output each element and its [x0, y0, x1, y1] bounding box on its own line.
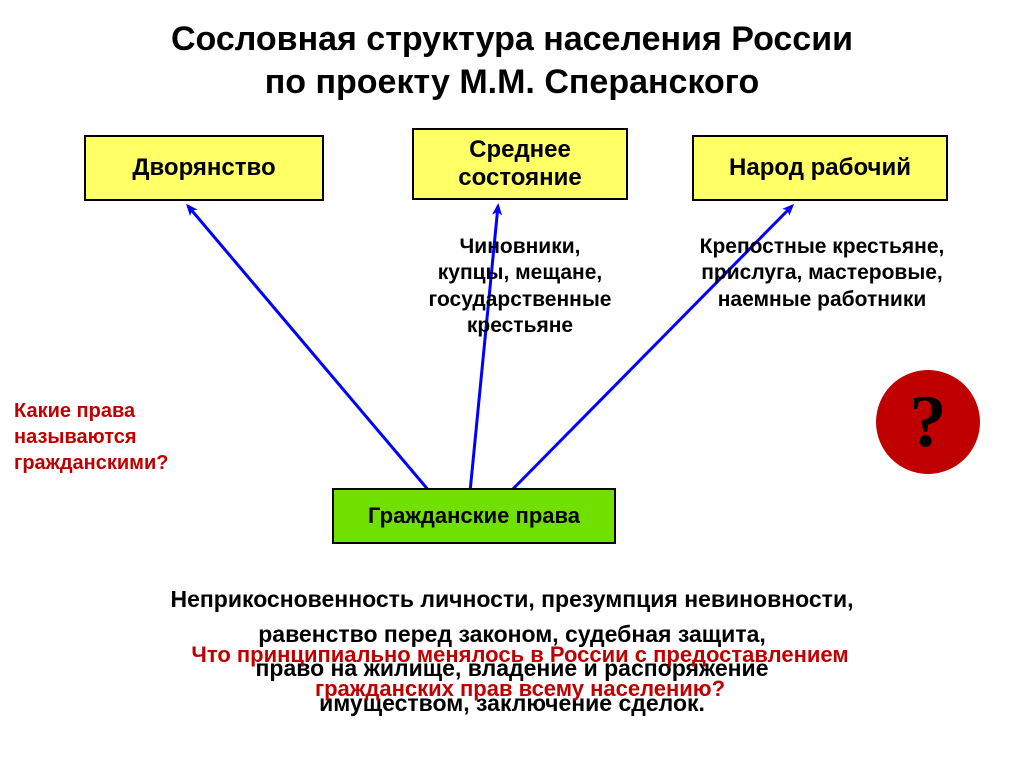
estate-box-nobility: Дворянство: [84, 135, 324, 201]
civil-rights-label: Гражданские права: [368, 503, 580, 529]
estate-label-middle: Среднеесостояние: [458, 136, 581, 192]
title-line1: Сословная структура населения России: [0, 18, 1024, 61]
side-question: Какие праваназываютсягражданскими?: [14, 398, 224, 476]
estate-label-workers: Народ рабочий: [729, 154, 911, 182]
title-line2: по проекту М.М. Сперанского: [0, 61, 1024, 104]
question-mark-glyph: ?: [910, 380, 947, 465]
bottom-question: Что принципиально менялось в России с пр…: [170, 638, 870, 706]
estate-box-workers: Народ рабочий: [692, 135, 948, 201]
civil-rights-box: Гражданские права: [332, 488, 616, 544]
estate-desc-middle: Чиновники,купцы, мещане,государственныек…: [378, 234, 662, 339]
estate-desc-workers: Крепостные крестьяне,прислуга, мастеровы…: [672, 234, 972, 313]
estate-box-middle: Среднеесостояние: [412, 128, 628, 200]
question-mark-icon: ?: [876, 370, 980, 474]
slide-title: Сословная структура населения России по …: [0, 0, 1024, 103]
estate-label-nobility: Дворянство: [132, 154, 275, 182]
